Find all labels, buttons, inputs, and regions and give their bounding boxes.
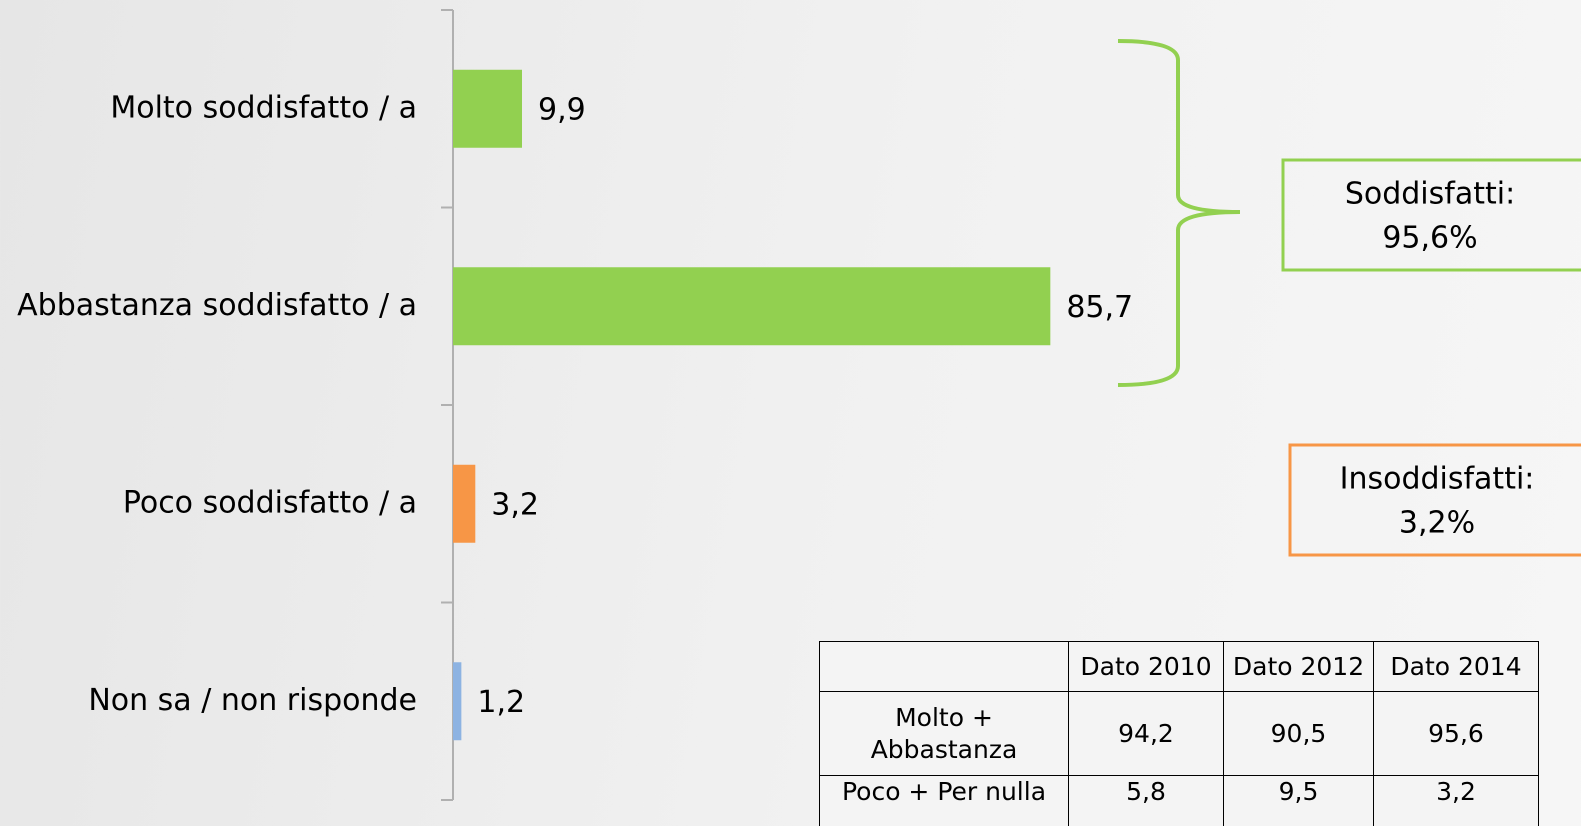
annotation-text: 95,6% — [1382, 221, 1477, 256]
table-cell: 9,5 — [1223, 775, 1374, 826]
annotation-text: Insoddisfatti: — [1340, 462, 1535, 497]
column-header: Dato 2010 — [1068, 641, 1224, 692]
category-label: Non sa / non risponde — [88, 683, 417, 718]
table-corner — [819, 641, 1069, 692]
bar — [453, 464, 476, 543]
table-row: Dato 2010 Dato 2012 Dato 2014 — [819, 641, 1539, 692]
table-cell: 95,6 — [1373, 691, 1539, 776]
category-label: Abbastanza soddisfatto / a — [17, 288, 417, 323]
table-cell: 94,2 — [1068, 691, 1224, 776]
table-cell: 90,5 — [1223, 691, 1374, 776]
row-header: Poco + Per nulla — [819, 775, 1069, 826]
bar — [453, 662, 462, 741]
bracket — [1117, 39, 1241, 387]
annotation-box — [1288, 443, 1581, 557]
bar — [453, 69, 523, 148]
category-label: Poco soddisfatto / a — [123, 485, 417, 520]
table-cell: 5,8 — [1068, 775, 1224, 826]
table-cell: 3,2 — [1373, 775, 1539, 826]
table-row: Molto + Abbastanza 94,2 90,5 95,6 — [819, 691, 1539, 776]
annotation-text: 3,2% — [1399, 506, 1475, 541]
value-label: 85,7 — [1066, 290, 1133, 325]
value-label: 1,2 — [477, 685, 525, 720]
table-row: Poco + Per nulla 5,8 9,5 3,2 — [819, 775, 1539, 826]
category-label: Molto soddisfatto / a — [110, 90, 417, 125]
table: Dato 2010 Dato 2012 Dato 2014 Molto + Ab… — [819, 641, 1539, 826]
column-header: Dato 2014 — [1373, 641, 1539, 692]
column-header: Dato 2012 — [1223, 641, 1374, 692]
value-label: 9,9 — [538, 92, 586, 127]
annotation-text: Soddisfatti: — [1345, 177, 1515, 212]
row-header: Molto + Abbastanza — [819, 691, 1069, 776]
annotation-box — [1281, 158, 1581, 272]
bar — [453, 267, 1051, 346]
value-label: 3,2 — [491, 487, 539, 522]
